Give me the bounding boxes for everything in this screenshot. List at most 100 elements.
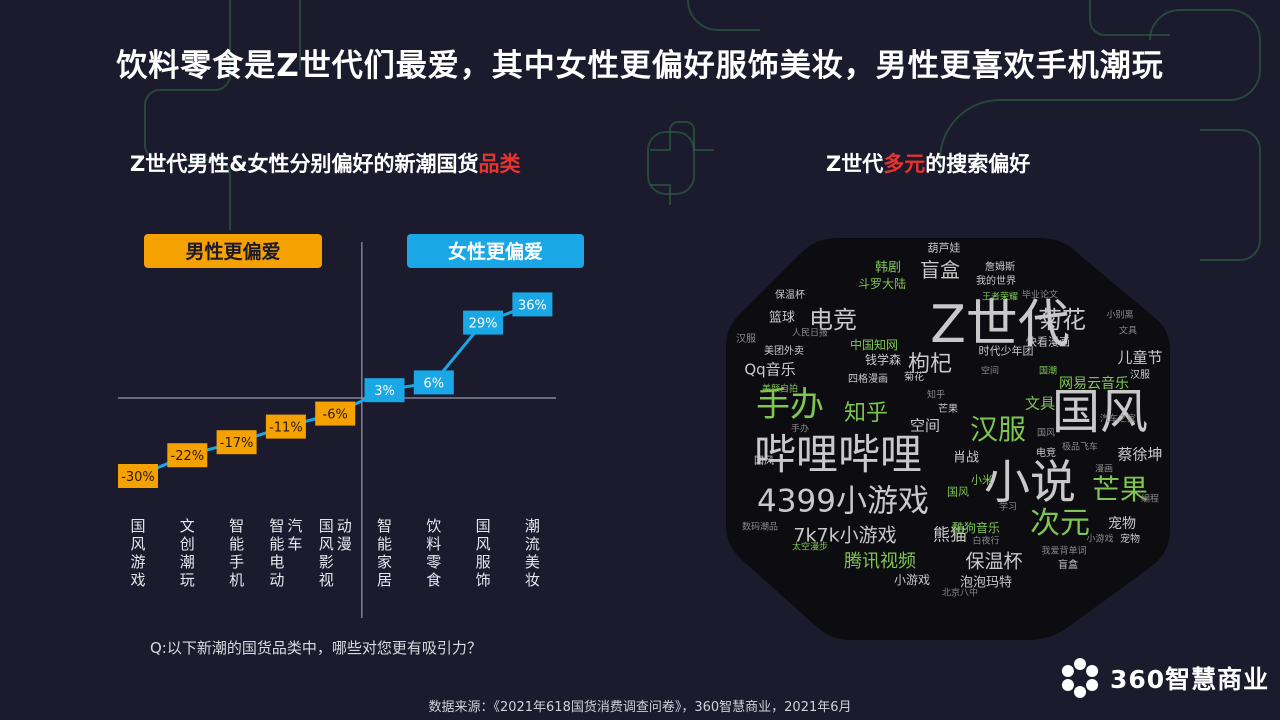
word-cloud-term: 快看漫画 [1026,335,1070,349]
word-cloud-term: 美团外卖 [764,346,804,357]
word-cloud-term: 詹姆斯 [985,262,1015,273]
data-label-box [512,292,553,317]
data-label: -22% [171,449,205,464]
word-cloud-term: 漫画 [1094,464,1114,475]
word-cloud-term: 腾讯视频 [844,551,916,572]
word-cloud-term: 电竞 [1036,448,1056,459]
word-cloud-term: 菊花 [904,372,924,383]
data-label: -6% [323,408,348,423]
word-cloud-term: 文具 [1118,326,1138,337]
word-cloud-term: 数码潮品 [741,522,779,533]
word-cloud-term: 泡泡玛特 [959,575,1013,591]
data-label: -30% [121,470,155,485]
category-label: 潮流美妆 [525,517,540,589]
word-cloud-term: 盲盒 [920,258,960,282]
data-label-box [216,430,257,455]
word-cloud-term: 北京八中 [941,588,979,599]
category-label: 智能家居 [377,517,392,589]
word-cloud-term: 次元 [1030,506,1090,541]
word-cloud-term: 手办 [756,385,824,425]
data-label: -11% [269,421,303,436]
word-cloud-term: 菊花 [1038,306,1086,334]
logo-text: 360智慧商业 [1110,665,1270,694]
data-label: 6% [423,376,444,391]
word-cloud-term: 汉服 [969,413,1027,446]
right-subtitle: Z世代多元的搜索偏好 [826,148,1030,178]
word-cloud-term: 7k7k小游戏 [793,524,897,547]
word-cloud-term: 编程 [1140,494,1160,505]
word-cloud-term: 钱学森 [864,353,902,367]
word-cloud-term: 文具 [1024,394,1056,413]
word-cloud-term: 空间 [909,416,941,435]
word-cloud-term: 葫芦娃 [927,241,961,255]
data-label: 36% [518,298,547,313]
word-cloud-term: 中国知网 [849,338,899,352]
word-cloud-term: 知乎 [843,401,889,426]
data-label: 3% [374,384,395,399]
word-cloud-term: 时代少年团 [978,344,1034,358]
right-subtitle-highlight: 多元 [883,152,926,176]
category-label: 国风服饰 [476,517,491,589]
word-cloud-term: 芒果 [938,404,958,415]
word-cloud-term: 太空漫步 [791,542,829,553]
brand-logo: 360智慧商业 [1058,656,1269,700]
word-cloud-term: 我的世界 [976,276,1016,287]
word-cloud-term: 芒果 [1091,473,1149,506]
word-cloud-term: 我爱背单词 [1041,546,1087,557]
category-label: 饮料零食 [426,517,441,589]
data-label-box [265,414,306,439]
female-preference-pill [407,234,584,268]
data-label-box [167,443,208,468]
word-cloud-term: 蔡徐坤 [1117,445,1163,464]
word-cloud-term: 儿童节 [1117,348,1163,367]
word-cloud-term: Qq音乐 [744,360,796,379]
word-cloud-term: 韩剧 [874,260,902,276]
word-cloud-term: 国潮 [1038,366,1058,377]
word-cloud-term: 枸杞 [907,352,953,377]
word-cloud-term: 篮球 [768,310,796,326]
word-cloud-term: 小游戏 [1086,534,1114,545]
word-cloud-term: 网易云音乐 [1059,376,1129,392]
category-label: 国风影视 [319,517,334,589]
flower-logo-icon [1061,658,1099,698]
word-cloud-term: 手办 [790,424,810,435]
female-preference-label: 女性更偏爱 [448,240,543,263]
word-cloud-term: 毕业论文 [1021,290,1059,301]
data-label-box [315,401,356,426]
word-cloud-term: 哔哩哔哩 [753,430,923,479]
word-cloud-term: 肖战 [952,450,980,466]
word-cloud-term: 保温杯 [775,290,805,301]
data-label: 29% [469,317,498,332]
category-label: 汽车 [287,517,302,553]
word-cloud-term: 4399小游戏 [757,483,929,520]
category-label: 智能电动 [269,517,284,589]
category-label: 国风游戏 [130,517,145,589]
word-cloud-term: 学习 [998,502,1018,513]
word-cloud-term: 国风 [754,456,774,467]
survey-question: Q:以下新潮的国货品类中，哪些对您更有吸引力？ [150,639,482,657]
word-cloud-term: 美颜自拍 [761,384,799,395]
word-cloud-term: 小说 [984,455,1076,509]
word-cloud-term: 电竞 [809,306,857,334]
male-preference-label: 男性更偏爱 [185,240,280,263]
page-title: 饮料零食是Z世代们最爱，其中女性更偏好服饰美妆，男性更喜欢手机潮玩 [116,48,1164,84]
word-cloud-term: 保温杯 [965,550,1023,573]
data-label-box [364,378,405,403]
word-cloud-term: 小游戏 [893,573,931,587]
word-cloud-term: Z世代 [930,295,1070,355]
data-label-box [118,464,158,488]
word-cloud-term: 白夜行 [972,536,1000,547]
male-preference-pill [144,234,322,268]
word-cloud-term: 极品飞车 [1061,442,1099,453]
word-cloud-term: 斗罗大陆 [857,277,907,291]
left-subtitle: Z世代男性&女性分别偏好的新潮国货品类 [130,148,521,178]
word-cloud-term: 盲盒 [1058,560,1078,571]
word-cloud-term: 国风 [947,485,969,499]
data-source: 数据来源：《2021年618国货消费调查问卷》，360智慧商业，2021年6月 [428,700,852,715]
left-subtitle-highlight: 品类 [478,152,521,176]
category-label: 智能手机 [229,517,244,589]
data-label-box [463,310,504,335]
word-cloud-term: 国风 [1036,428,1056,439]
word-cloud-term: 熊猫 [933,525,967,546]
